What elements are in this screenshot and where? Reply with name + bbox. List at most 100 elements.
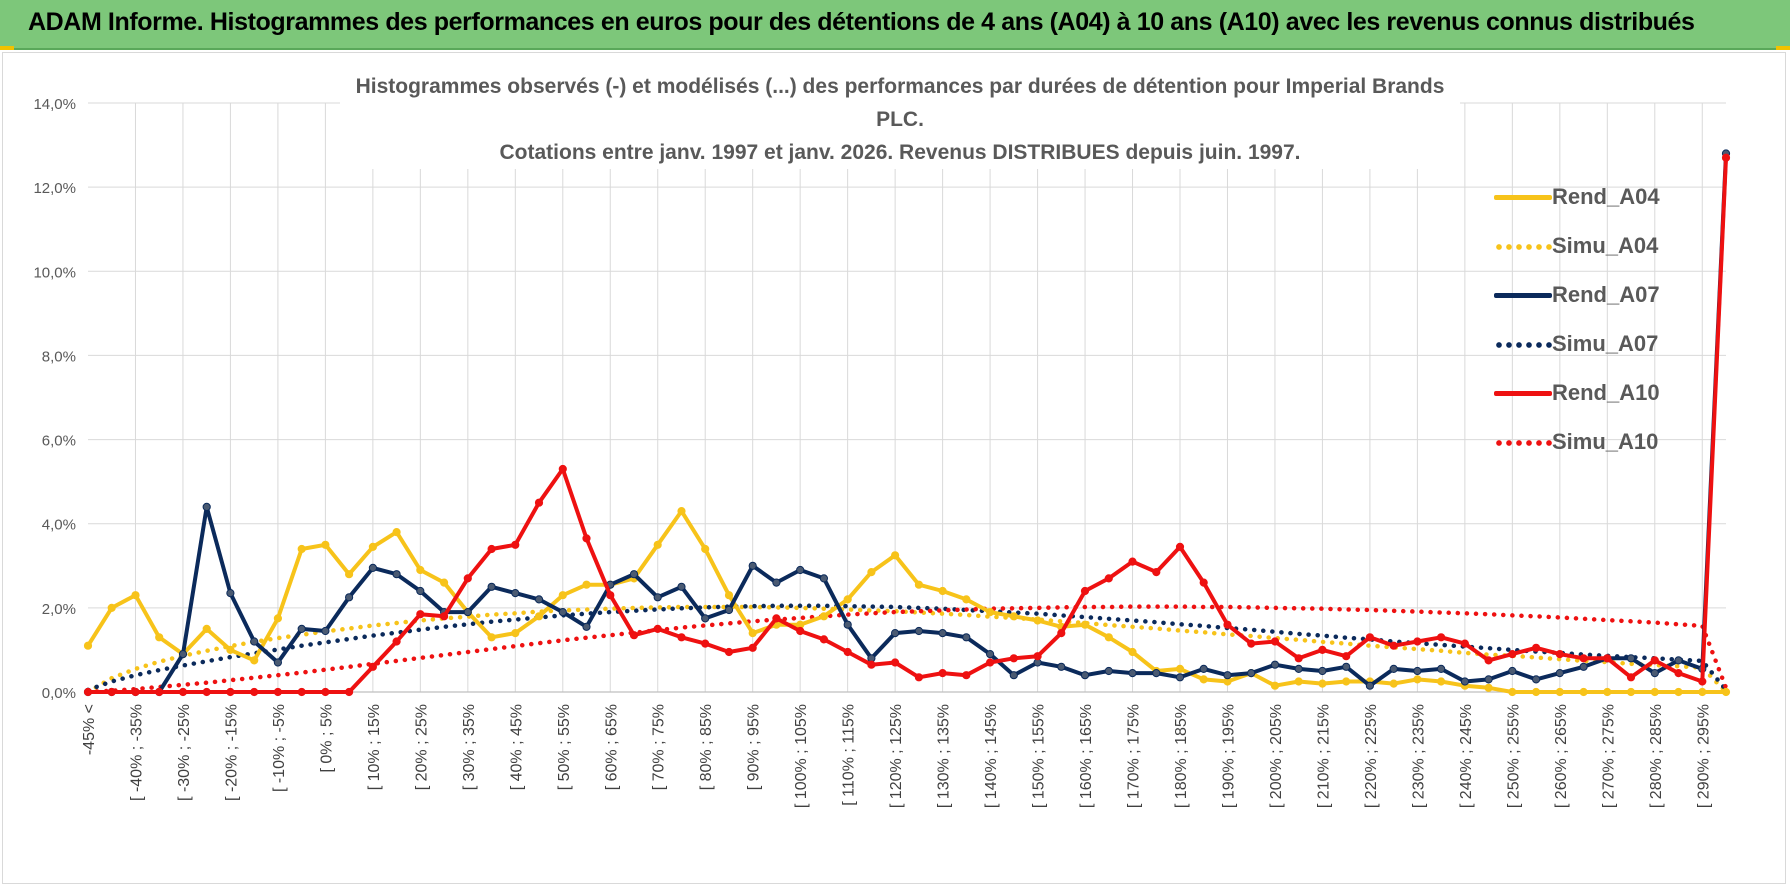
x-tick-label: [ 60% ; 65% [603, 704, 620, 790]
x-tick-label: [ 230% ; 235% [1410, 704, 1427, 808]
data-point [511, 589, 520, 598]
data-point [772, 578, 781, 587]
data-point [534, 595, 544, 604]
data-point [1413, 675, 1422, 684]
data-point [1057, 662, 1066, 671]
data-point [250, 687, 259, 697]
data-point [1555, 650, 1564, 659]
data-point [1033, 652, 1042, 661]
data-point [914, 626, 924, 636]
x-tick-label: [ 170% ; 175% [1126, 704, 1143, 808]
legend-swatch [1494, 440, 1552, 446]
data-point [1199, 578, 1208, 587]
data-point [1199, 664, 1208, 674]
x-tick-label: [ 40% ; 45% [508, 704, 525, 790]
data-point [107, 687, 116, 697]
legend-swatch [1494, 195, 1552, 200]
data-point [1650, 669, 1659, 678]
data-point [558, 591, 567, 600]
data-point [487, 544, 496, 554]
data-point [345, 593, 354, 602]
data-point [1080, 620, 1090, 629]
data-point [131, 591, 140, 600]
data-point [1603, 654, 1612, 663]
data-point [938, 629, 947, 638]
data-point [653, 624, 662, 634]
data-point [1674, 656, 1683, 665]
data-point [1484, 675, 1493, 684]
data-point [226, 645, 235, 655]
data-point [1318, 645, 1327, 655]
data-point [701, 544, 710, 554]
x-tick-label: [ -20% ; -15% [223, 704, 240, 801]
data-point [677, 633, 686, 642]
data-point [1413, 637, 1422, 646]
data-point [748, 629, 757, 638]
data-point [582, 580, 591, 589]
data-point [938, 669, 947, 678]
data-point [891, 658, 900, 667]
legend-item: Rend_A10 [1490, 376, 1690, 425]
y-tick-label: 10,0% [33, 264, 76, 281]
legend-label: Rend_A10 [1552, 380, 1660, 405]
data-point [1152, 669, 1161, 678]
data-point [1057, 629, 1066, 638]
data-point [748, 561, 757, 570]
data-point [558, 464, 567, 474]
legend-item: Simu_A04 [1490, 229, 1690, 278]
data-point [1579, 654, 1588, 663]
data-point [250, 637, 259, 646]
x-tick-label: [ 50% ; 55% [556, 704, 573, 790]
data-point [1532, 643, 1541, 652]
legend-swatch [1494, 391, 1552, 396]
data-point [582, 534, 591, 543]
data-point [1626, 673, 1636, 682]
data-point [1437, 664, 1446, 674]
x-tick-label: -45% < [81, 704, 98, 755]
x-tick-label: [ 80% ; 85% [698, 704, 715, 790]
series-simu-a10 [85, 604, 1729, 695]
data-point [487, 582, 496, 591]
data-point [1484, 656, 1493, 665]
data-point [1223, 620, 1232, 629]
data-point [962, 671, 971, 680]
data-point [416, 586, 425, 596]
data-point [1508, 687, 1517, 697]
data-point [345, 570, 354, 579]
data-point [1342, 662, 1351, 671]
data-point [1579, 687, 1588, 697]
data-point [1270, 681, 1280, 690]
x-tick-label: [ 10% ; 15% [366, 704, 383, 790]
data-point [83, 687, 93, 697]
legend-item: Simu_A10 [1490, 425, 1690, 474]
data-point [1508, 666, 1517, 676]
data-point [867, 568, 876, 577]
y-tick-label: 6,0% [42, 433, 76, 450]
data-point [321, 687, 330, 697]
data-point [701, 639, 710, 648]
y-tick-label: 4,0% [42, 517, 76, 534]
data-point [440, 578, 449, 587]
data-point [819, 635, 829, 644]
data-point [1104, 574, 1113, 583]
data-point [1318, 679, 1327, 688]
data-point [107, 603, 116, 613]
x-tick-label: [ -40% ; -35% [128, 704, 145, 801]
series-line [85, 603, 1729, 693]
data-point [1721, 687, 1731, 697]
data-point [368, 662, 377, 671]
data-point [677, 507, 686, 516]
series-line [85, 604, 1729, 695]
data-point [250, 656, 259, 665]
gridlines [88, 102, 1726, 693]
data-point [1033, 616, 1042, 625]
series-simu-a07 [85, 603, 1729, 693]
report-title: ADAM Informe. Histogrammes des performan… [28, 8, 1695, 36]
x-tick-label: [ 30% ; 35% [461, 704, 478, 790]
series-rend-a10 [83, 153, 1731, 697]
data-point [677, 582, 686, 591]
x-tick-label: [ 90% ; 95% [746, 704, 763, 790]
data-point [1508, 650, 1517, 659]
x-tick-label: [ 100% ; 105% [793, 704, 810, 808]
data-point [1342, 652, 1351, 661]
